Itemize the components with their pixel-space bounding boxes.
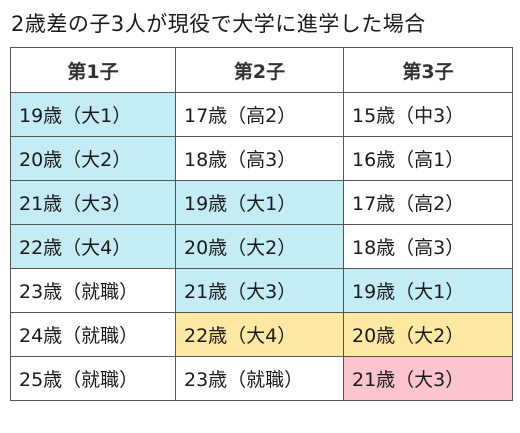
table-row: 19歳（大1） 17歳（高2） 15歳（中3） (10, 92, 513, 137)
table-cell: 18歳（高3） (175, 136, 344, 181)
table-cell: 21歳（大3） (343, 356, 513, 401)
table-row: 21歳（大3） 19歳（大1） 17歳（高2） (10, 180, 513, 225)
table-cell: 23歳（就職） (175, 356, 344, 401)
table-cell: 17歳（高2） (175, 92, 344, 137)
enrollment-table: 第1子 第2子 第3子 19歳（大1） 17歳（高2） 15歳（中3） 20歳（… (10, 47, 513, 401)
table-cell: 18歳（高3） (343, 224, 513, 269)
table-cell: 21歳（大3） (10, 180, 176, 225)
table-cell: 16歳（高1） (343, 136, 513, 181)
table-cell: 24歳（就職） (10, 312, 176, 357)
table-cell: 21歳（大3） (175, 268, 344, 313)
table-row: 25歳（就職） 23歳（就職） 21歳（大3） (10, 356, 513, 401)
header-child-2: 第2子 (175, 47, 344, 93)
table-cell: 22歳（大4） (175, 312, 344, 357)
table-cell: 20歳（大2） (175, 224, 344, 269)
header-child-1: 第1子 (10, 47, 176, 93)
page-title: 2歳差の子3人が現役で大学に進学した場合 (11, 12, 426, 36)
table-row: 24歳（就職） 22歳（大4） 20歳（大2） (10, 312, 513, 357)
table-cell: 19歳（大1） (10, 92, 176, 137)
table-row: 20歳（大2） 18歳（高3） 16歳（高1） (10, 136, 513, 181)
header-child-3: 第3子 (343, 47, 513, 93)
table-cell: 23歳（就職） (10, 268, 176, 313)
table-cell: 22歳（大4） (10, 224, 176, 269)
table-cell: 15歳（中3） (343, 92, 513, 137)
table-cell: 25歳（就職） (10, 356, 176, 401)
table-header-row: 第1子 第2子 第3子 (10, 47, 513, 93)
table-cell: 20歳（大2） (10, 136, 176, 181)
table-row: 22歳（大4） 20歳（大2） 18歳（高3） (10, 224, 513, 269)
table-row: 23歳（就職） 21歳（大3） 19歳（大1） (10, 268, 513, 313)
table-cell: 20歳（大2） (343, 312, 513, 357)
table-cell: 19歳（大1） (175, 180, 344, 225)
table-cell: 17歳（高2） (343, 180, 513, 225)
table-cell: 19歳（大1） (343, 268, 513, 313)
